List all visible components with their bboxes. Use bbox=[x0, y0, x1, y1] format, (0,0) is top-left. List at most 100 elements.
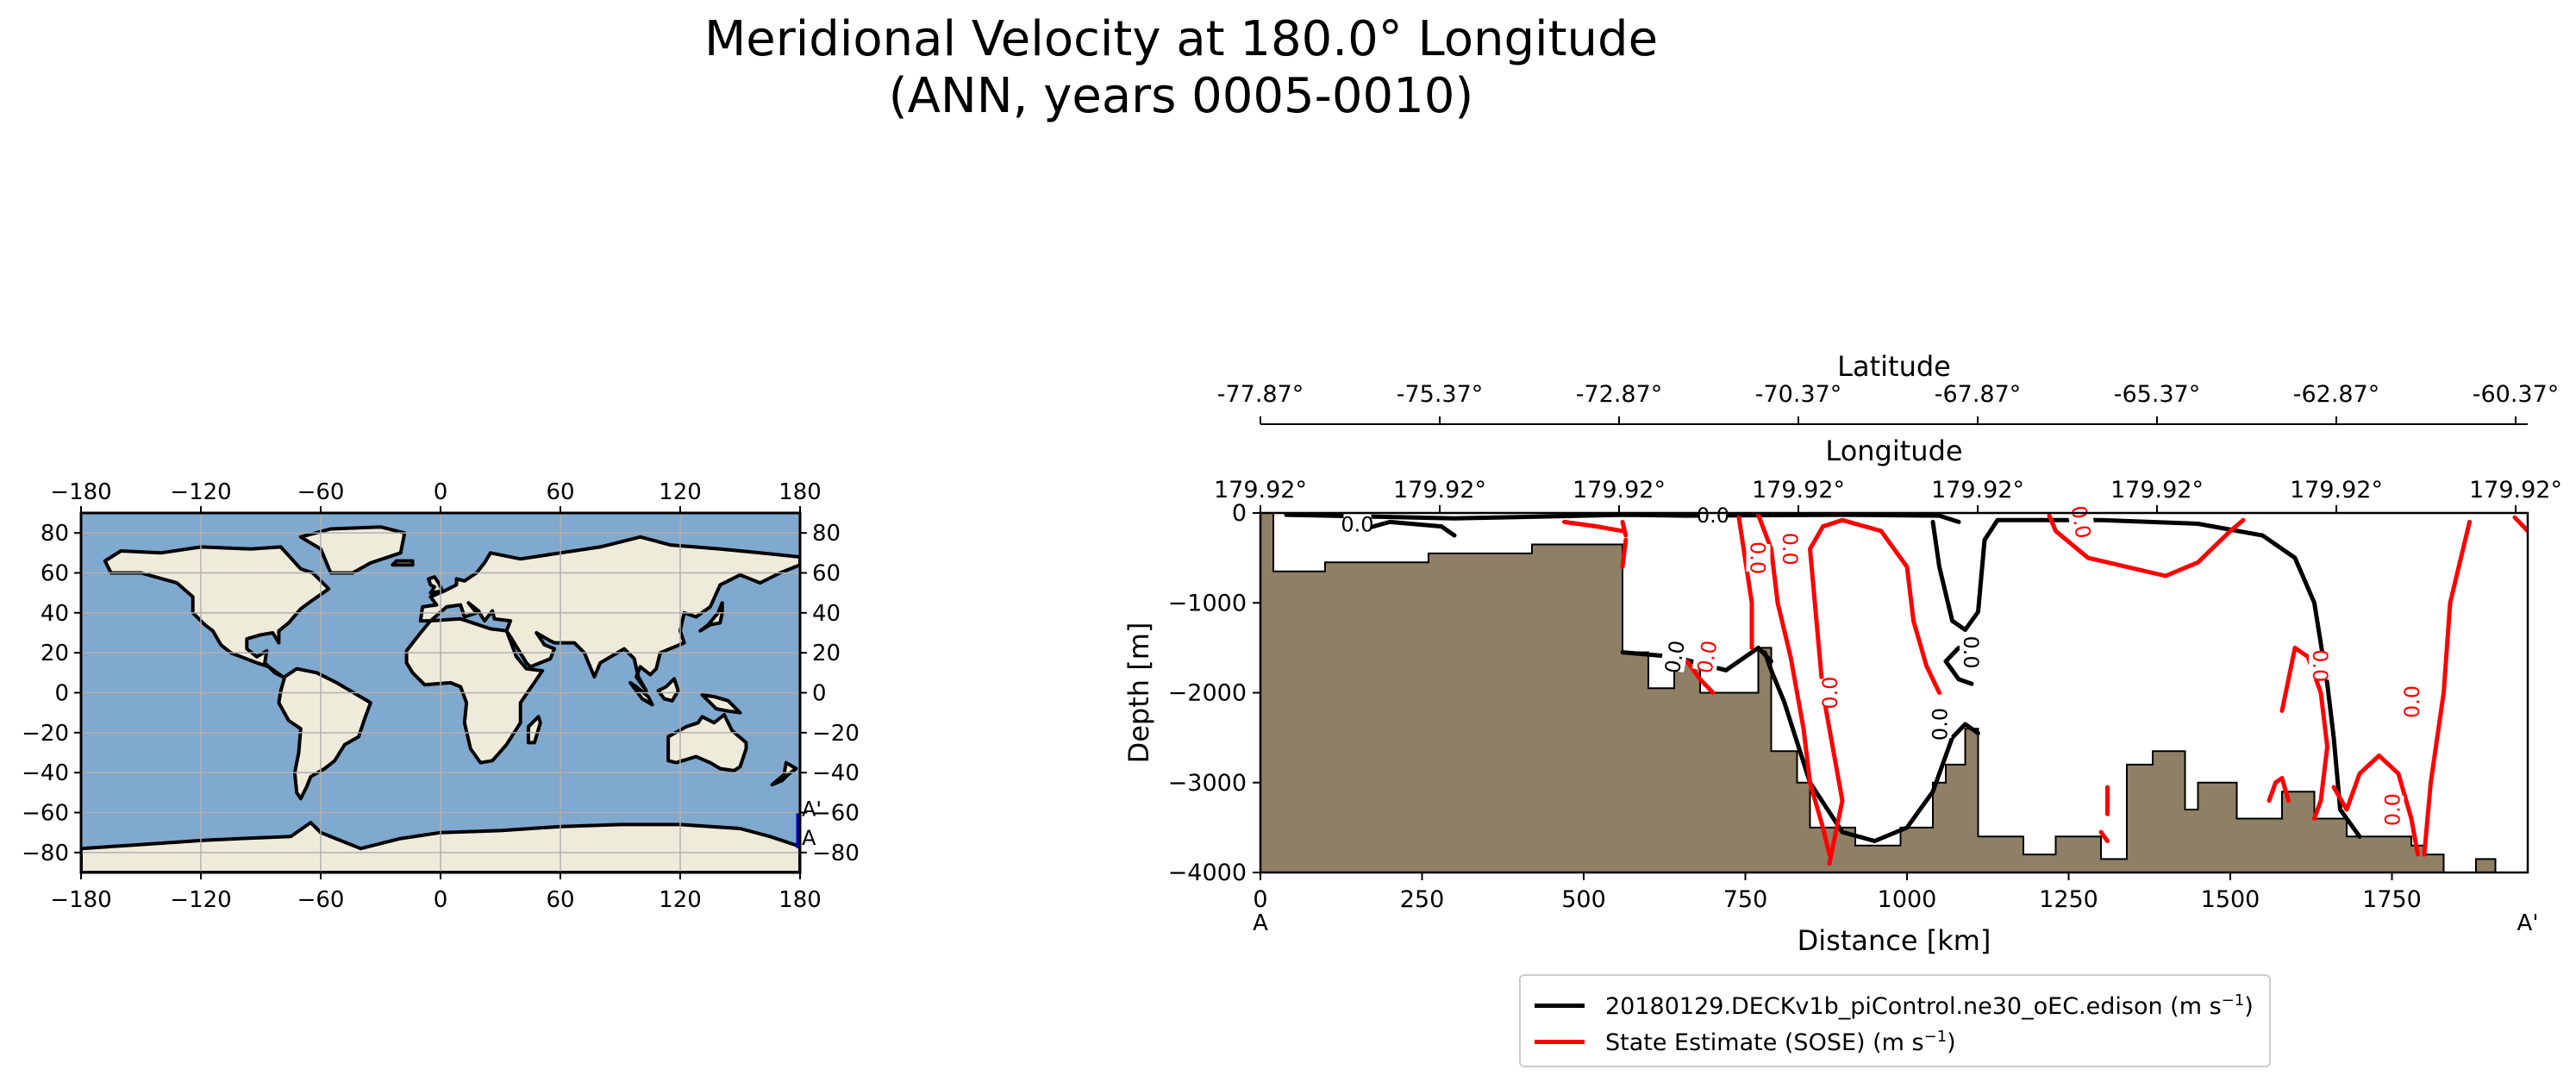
map-land-new-guinea bbox=[700, 692, 742, 715]
x-tick-label: 1250 bbox=[2039, 886, 2098, 913]
map-ytick-label-right: 0 bbox=[812, 681, 827, 707]
lat-tick-label: -70.37° bbox=[1755, 381, 1842, 408]
obs-contour-line bbox=[2422, 519, 2472, 857]
y-tick-label: −4000 bbox=[1168, 860, 1247, 886]
map-xtick-label-top: −120 bbox=[170, 479, 231, 505]
obs-contour-line bbox=[1685, 659, 1716, 695]
contour-level-label: 0.0 bbox=[1929, 708, 1953, 741]
map-transect-start-label: A bbox=[802, 826, 816, 850]
transect-end-label: A' bbox=[2517, 910, 2539, 936]
contour-level-label: 0.0 bbox=[2400, 685, 2424, 718]
contour-level-label: 0.0 bbox=[1778, 533, 1802, 566]
obs-contour-line bbox=[2512, 515, 2528, 534]
transect-layer bbox=[1260, 513, 2528, 872]
chart-legend: 20180129.DECKv1b_piControl.ne30_oEC.edis… bbox=[1519, 974, 2271, 1067]
lon-tick-label: 179.92° bbox=[1752, 477, 1845, 503]
lat-tick-label: -77.87° bbox=[1217, 381, 1304, 408]
map-land-greenland bbox=[298, 525, 407, 575]
obs-contour-line bbox=[1620, 519, 1629, 538]
contour-level-label: 0.0 bbox=[1660, 639, 1690, 675]
legend-label-model: 20180129.DECKv1b_piControl.ne30_oEC.edis… bbox=[1605, 991, 2254, 1020]
contour-label-bg bbox=[1343, 513, 1372, 536]
contour-label-bg bbox=[1691, 641, 1722, 672]
map-xtick-label-bottom: 0 bbox=[434, 887, 448, 913]
lat-tick-label: -72.87° bbox=[1576, 381, 1663, 408]
map-land-iceland bbox=[391, 559, 415, 567]
chart-title-line2: (ANN, years 0005-0010) bbox=[888, 68, 1474, 124]
lat-tick-label: -67.87° bbox=[1935, 381, 2022, 408]
map-land-eurasia bbox=[418, 535, 800, 693]
x-tick-label: 0 bbox=[1253, 886, 1267, 913]
obs-contour-line bbox=[2267, 776, 2291, 804]
lon-tick-label: 179.92° bbox=[1572, 477, 1666, 503]
map-land-japan bbox=[698, 601, 724, 633]
legend-item-model: 20180129.DECKv1b_piControl.ne30_oEC.edis… bbox=[1535, 988, 2254, 1023]
contour-level-label: 0.0 bbox=[1341, 513, 1373, 537]
map-ytick-label-right: 80 bbox=[812, 521, 841, 547]
map-ytick-label-right: −60 bbox=[812, 801, 860, 827]
lat-tick-label: -75.37° bbox=[1397, 381, 1484, 408]
map-ytick-label-right: −40 bbox=[812, 760, 860, 786]
contour-label-bg bbox=[2066, 513, 2097, 538]
lat-tick-label: -60.37° bbox=[2473, 381, 2560, 408]
model-contour-line bbox=[1762, 650, 1980, 843]
lon-tick-label: 179.92° bbox=[1393, 477, 1486, 503]
map-ytick-label-left: 0 bbox=[54, 681, 69, 707]
map-ytick-label-right: −20 bbox=[812, 721, 860, 747]
contour-label-bg bbox=[2379, 796, 2404, 824]
x-tick-label: 1750 bbox=[2362, 886, 2422, 913]
model-contour-line bbox=[1620, 645, 1773, 672]
contour-level-label: 0.0 bbox=[2066, 503, 2095, 540]
map-xtick-label-top: −180 bbox=[50, 479, 111, 505]
legend-item-obs: State Estimate (SOSE) (m s−1) bbox=[1535, 1024, 1956, 1059]
map-ytick-label-left: −60 bbox=[22, 801, 69, 827]
map-xtick-label-bottom: 60 bbox=[546, 887, 574, 913]
model-contour-line bbox=[1355, 519, 1457, 538]
map-ytick-label-right: 40 bbox=[812, 601, 841, 627]
contour-label-bg bbox=[1817, 679, 1841, 707]
lon-tick-label: 179.92° bbox=[1214, 477, 1307, 503]
x-axis-title: Distance [km] bbox=[1798, 924, 1991, 957]
map-ytick-label-left: 80 bbox=[41, 521, 69, 547]
contour-level-label: 0.0 bbox=[1959, 636, 1983, 669]
obs-contour-line bbox=[1620, 537, 1629, 569]
contour-level-label: 0.0 bbox=[1746, 541, 1770, 574]
map-layer bbox=[81, 513, 800, 872]
map-xtick-label-top: −60 bbox=[297, 479, 345, 505]
map-xtick-label-top: 0 bbox=[434, 479, 448, 505]
x-tick-label: 1500 bbox=[2201, 886, 2260, 913]
contour-label-bg bbox=[1746, 544, 1771, 572]
contour-label-bg bbox=[1699, 513, 1727, 528]
map-ytick-label-right: −80 bbox=[812, 841, 860, 866]
y-axis-title: Depth [m] bbox=[1122, 622, 1155, 764]
map-xtick-label-bottom: 180 bbox=[778, 887, 822, 913]
contour-level-label: 0.0 bbox=[2381, 793, 2405, 826]
map-land-new-zealand bbox=[770, 760, 798, 787]
y-tick-label: −3000 bbox=[1168, 770, 1247, 797]
map-xtick-label-top: 120 bbox=[659, 479, 702, 505]
model-contour-line bbox=[1284, 513, 1961, 524]
contour-level-label: 0.0 bbox=[1692, 639, 1722, 675]
map-xtick-label-bottom: 120 bbox=[659, 887, 702, 913]
obs-contour-line bbox=[1736, 515, 1754, 650]
map-land-madagascar bbox=[526, 715, 542, 745]
x-tick-label: 250 bbox=[1400, 886, 1445, 913]
map-land-sumatra bbox=[628, 680, 654, 707]
chart-title-line1: Meridional Velocity at 180.0° Longitude bbox=[703, 11, 1659, 67]
lat-axis-title: Latitude bbox=[1837, 350, 1951, 383]
map-ytick-label-left: −20 bbox=[22, 721, 69, 747]
map-land-uk bbox=[427, 575, 445, 595]
map-land-australia bbox=[666, 713, 748, 772]
map-land-borneo bbox=[656, 677, 680, 703]
contour-label-bg bbox=[1927, 710, 1952, 738]
map-ytick-label-left: −40 bbox=[22, 760, 69, 786]
lon-tick-label: 179.92° bbox=[2110, 477, 2204, 503]
lon-tick-label: 179.92° bbox=[1931, 477, 2024, 503]
map-ytick-label-right: 20 bbox=[812, 641, 841, 666]
map-xtick-label-bottom: −60 bbox=[297, 887, 345, 913]
x-tick-label: 750 bbox=[1723, 886, 1768, 913]
obs-contour-line bbox=[2279, 645, 2329, 821]
contour-level-label: 0.0 bbox=[2308, 649, 2332, 682]
map-ytick-label-left: 40 bbox=[41, 601, 69, 627]
